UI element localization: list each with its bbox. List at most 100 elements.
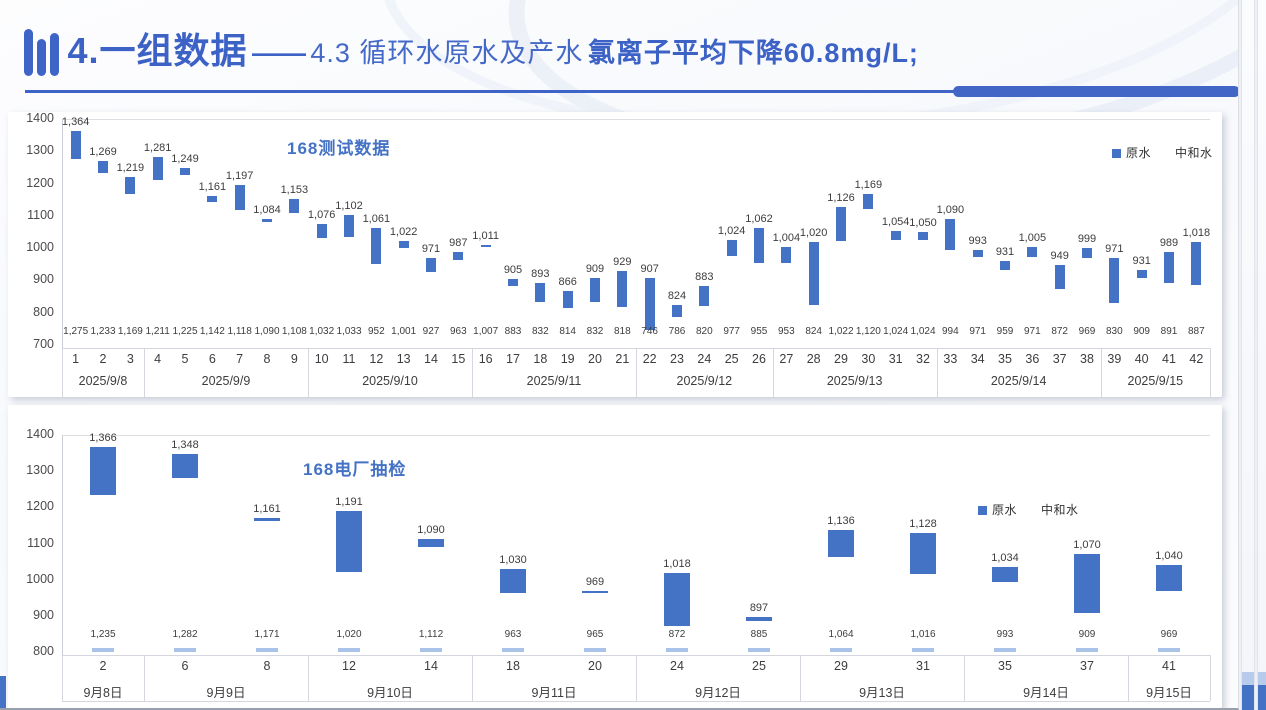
neutral-tick-mark [1158,648,1180,652]
x-tick-label: 38 [1080,352,1094,366]
range-bar [500,568,526,594]
slide-canvas: 4.一组数据 —— 4.3 循环水原水及产水 氯离子平均下降60.8mg/L; … [0,0,1239,710]
range-bar [453,252,464,261]
range-bar [992,567,1018,583]
neutral-tick-mark [666,648,688,652]
raw-value-label: 1,126 [827,192,855,205]
neutral-value-label: 927 [422,326,440,337]
range-bar [828,530,854,557]
raw-value-label: 1,281 [143,142,172,155]
neutral-value-label: 1,022 [828,326,854,337]
x-tick-label: 29 [834,659,848,673]
x-tick-label: 31 [916,659,930,673]
axis-table-group-border [144,348,145,397]
neutral-value-label: 1,118 [227,326,252,337]
axis-table-group-border [772,348,774,397]
slide-title-main: 4.一组数据 [67,30,248,71]
raw-value-label: 866 [558,276,577,289]
x-tick-label: 32 [916,352,930,366]
x-tick-label: 35 [998,659,1012,673]
raw-value-label: 1,040 [1155,550,1183,563]
x-tick-label: 3 [126,352,134,366]
date-group-label: 9月8日 [83,686,123,700]
x-tick-label: 22 [642,352,657,366]
range-bar [1000,261,1010,271]
neutral-value-label: 969 [1078,326,1096,337]
axis-table-group-border [472,655,473,701]
y-axis-label: 800 [33,644,54,658]
neutral-value-label: 1,090 [254,326,280,337]
x-tick-label: 14 [424,659,438,673]
slide-title-dash: —— [251,38,306,68]
neutral-value-label: 1,211 [145,326,170,337]
neutral-value-label: 994 [941,326,959,337]
raw-value-label: 1,153 [280,183,309,196]
neutral-value-label: 1,282 [172,629,198,640]
raw-value-label: 1,249 [171,152,199,165]
neutral-value-label: 1,225 [172,326,198,337]
x-tick-label: 6 [208,352,216,366]
range-bar [562,291,573,309]
raw-value-label: 969 [585,575,605,588]
axis-table-group-border [1210,655,1211,701]
range-bar [1156,565,1182,591]
neutral-value-label: 1,235 [90,629,116,640]
range-bar [726,240,737,256]
range-bar [781,246,792,264]
range-bar [480,244,491,248]
neutral-tick-mark [748,648,770,652]
raw-value-label: 909 [585,262,605,275]
strip-accent-dark [1242,685,1254,710]
range-bar [1054,264,1065,290]
range-bar [152,157,163,180]
date-group-label: 2025/9/13 [826,374,883,388]
range-bar [254,517,280,522]
x-tick-label: 36 [1025,352,1040,366]
date-group-label: 9月13日 [859,686,905,700]
slide-edge-strip [1257,0,1266,710]
neutral-value-label: 1,020 [336,629,362,640]
range-bar [1082,248,1092,259]
x-tick-label: 25 [724,352,739,366]
x-tick-label: 24 [670,659,684,673]
x-tick-label: 26 [752,352,766,366]
neutral-value-label: 885 [750,629,768,640]
axis-table-group-border [308,348,309,397]
x-tick-label: 19 [560,352,575,366]
neutral-tick-mark [256,648,278,652]
date-group-label: 2025/9/9 [201,374,251,388]
neutral-value-label: 1,032 [309,326,335,337]
gridline-max [62,119,1210,120]
axis-table-group-border [964,655,965,701]
neutral-value-label: 959 [996,326,1014,337]
neutral-value-label: 891 [1160,326,1178,337]
axis-table-group-border [800,655,801,701]
range-bar [70,130,81,160]
y-axis-label: 1300 [26,463,54,478]
raw-value-label: 993 [968,235,987,248]
x-tick-label: 18 [506,659,520,673]
raw-value-label: 931 [995,246,1015,259]
x-tick-label: 2 [99,659,107,673]
x-tick-label: 17 [506,352,520,366]
raw-value-label: 989 [1159,236,1179,249]
date-group-label: 9月15日 [1146,686,1192,700]
date-group-label: 2025/9/11 [526,374,582,388]
neutral-value-label: 818 [613,326,631,337]
date-group-label: 9月11日 [531,686,577,700]
x-tick-label: 21 [615,352,630,366]
neutral-tick-mark [174,648,196,652]
range-bar [945,219,956,251]
x-tick-label: 25 [752,659,766,673]
raw-value-label: 999 [1077,233,1097,246]
neutral-value-label: 1,275 [63,326,89,337]
slide-title-highlight: 氯离子平均下降60.8mg/L; [587,38,919,68]
x-tick-label: 35 [998,352,1012,366]
range-bar [207,196,218,203]
range-bar [90,447,116,495]
range-bar [344,215,354,238]
raw-value-label: 1,034 [991,552,1019,565]
neutral-value-label: 746 [641,326,658,337]
raw-value-label: 1,070 [1073,539,1101,552]
axis-table-group-border [1128,655,1129,701]
